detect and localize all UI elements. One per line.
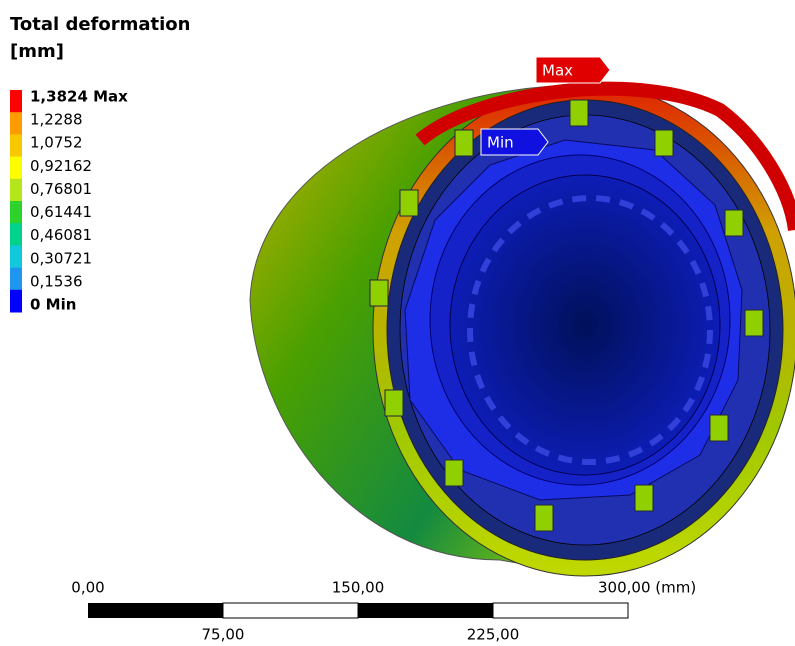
max-probe: Max bbox=[536, 57, 610, 83]
scale-segment bbox=[358, 603, 493, 618]
legend-swatch bbox=[10, 134, 22, 157]
legend-label: 0,92162 bbox=[30, 157, 92, 175]
title: Total deformation bbox=[10, 14, 190, 35]
max-label: Max bbox=[542, 62, 573, 80]
scale-label: 75,00 bbox=[202, 626, 245, 644]
legend-label: 0 Min bbox=[30, 296, 76, 314]
legend-label: 0,30721 bbox=[30, 249, 92, 267]
legend-swatch bbox=[10, 179, 22, 202]
legend-swatch bbox=[10, 90, 22, 113]
scale-label: 300,00 (mm) bbox=[598, 579, 696, 597]
legend-swatch bbox=[10, 223, 22, 246]
legend-label: 1,2288 bbox=[30, 111, 83, 129]
scale-segment bbox=[88, 603, 223, 618]
scale-bar: 0,00 150,00 300,00 (mm) 75,00 225,00 bbox=[71, 579, 696, 644]
min-label: Min bbox=[487, 134, 514, 152]
min-probe: Min bbox=[481, 129, 548, 155]
legend-swatch bbox=[10, 245, 22, 268]
legend-label: 1,3824 Max bbox=[30, 88, 128, 106]
legend-swatch bbox=[10, 201, 22, 224]
legend-label: 0,76801 bbox=[30, 180, 92, 198]
scale-segment bbox=[493, 603, 628, 618]
legend-swatch bbox=[10, 290, 22, 313]
legend-label: 0,46081 bbox=[30, 226, 92, 244]
legend-swatch bbox=[10, 268, 22, 291]
page: Max Min Total deformation [mm] 1,3824 Ma… bbox=[0, 0, 795, 646]
model bbox=[250, 84, 795, 576]
legend-swatch bbox=[10, 112, 22, 135]
unit: [mm] bbox=[10, 41, 64, 62]
scale-segment bbox=[223, 603, 358, 618]
legend-swatch bbox=[10, 157, 22, 180]
legend-label: 1,0752 bbox=[30, 134, 83, 152]
legend: 1,3824 Max 1,2288 1,0752 0,92162 0,76801 0,61… bbox=[10, 88, 128, 314]
legend-label: 0,1536 bbox=[30, 272, 83, 290]
scale-label: 225,00 bbox=[467, 626, 520, 644]
scale-label: 0,00 bbox=[71, 579, 104, 597]
legend-label: 0,61441 bbox=[30, 203, 92, 221]
result-view: Max Min Total deformation [mm] 1,3824 Ma… bbox=[0, 0, 795, 646]
scale-label: 150,00 bbox=[332, 579, 385, 597]
